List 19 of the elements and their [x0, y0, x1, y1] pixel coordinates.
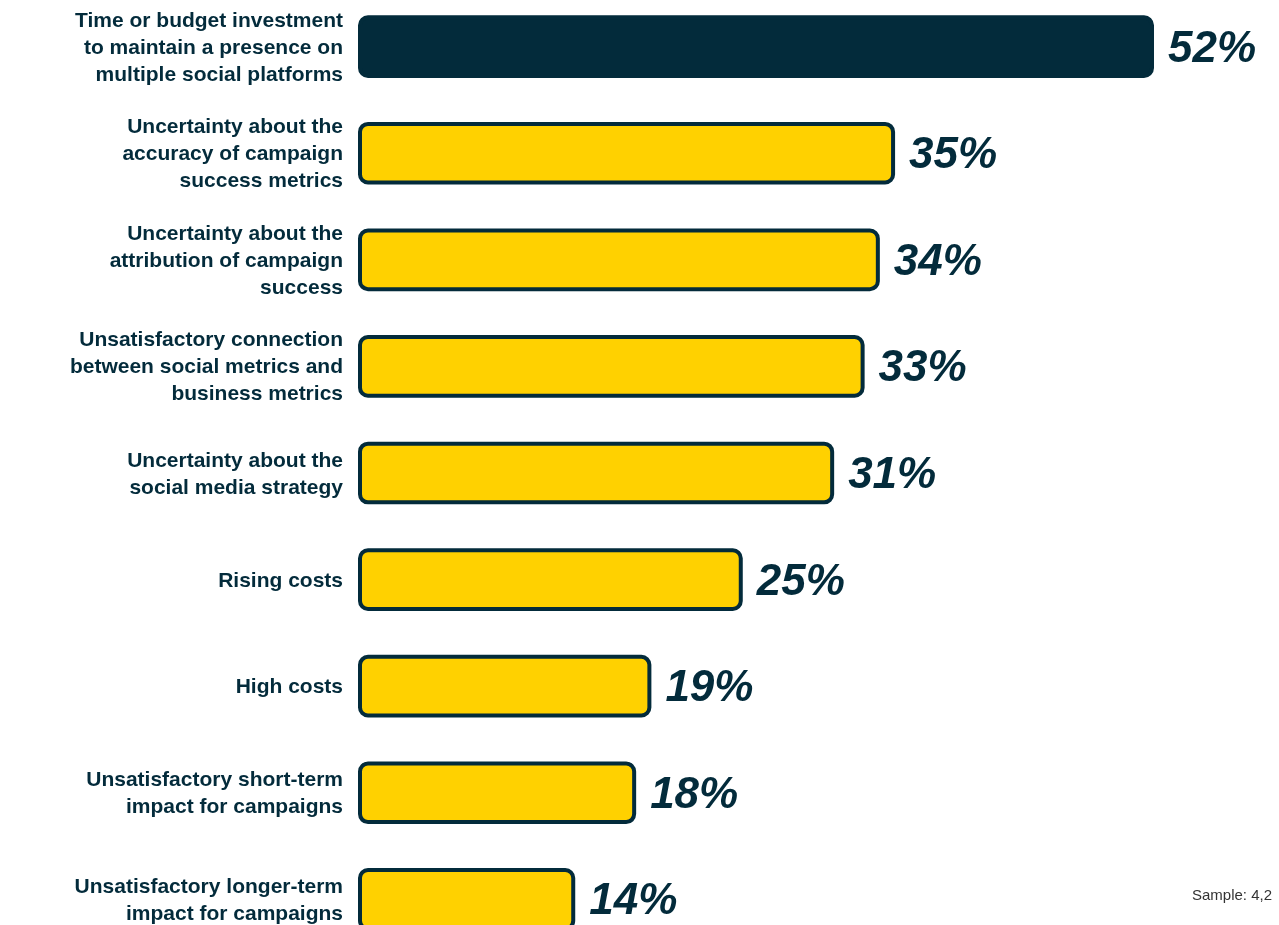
data-label: 52% [1168, 21, 1257, 71]
text: Sample: 4,2 [1191, 886, 1272, 903]
y-tick-label: Uncertainty about the social media strategy [127, 447, 344, 498]
y-tick-label: Unsatisfactory connection between social metrics and business metrics [69, 327, 343, 405]
y-tick-label: Unsatisfactory longer-term impact for campaigns [74, 873, 343, 924]
data-label: 18% [650, 767, 739, 817]
data-label: 25% [755, 554, 845, 604]
data-label: 19% [665, 661, 754, 711]
y-tick-label: High costs [235, 674, 343, 698]
y-tick-label: Uncertainty about the attribution of campaign success [109, 220, 343, 298]
data-label: 35% [909, 128, 998, 178]
y-tick-label: Rising costs [218, 567, 343, 591]
data-label: 14% [589, 874, 678, 924]
y-tick-label: Time or budget investment to maintain a presence on multiple social platforms [75, 7, 343, 85]
y-tick-label: Unsatisfactory short-term impact for campaigns [86, 767, 343, 818]
data-label: 31% [848, 448, 937, 497]
data-label: 33% [878, 341, 967, 391]
y-tick-label: Uncertainty about the accuracy of campaign success metrics [122, 114, 343, 192]
data-label: 34% [893, 234, 982, 284]
